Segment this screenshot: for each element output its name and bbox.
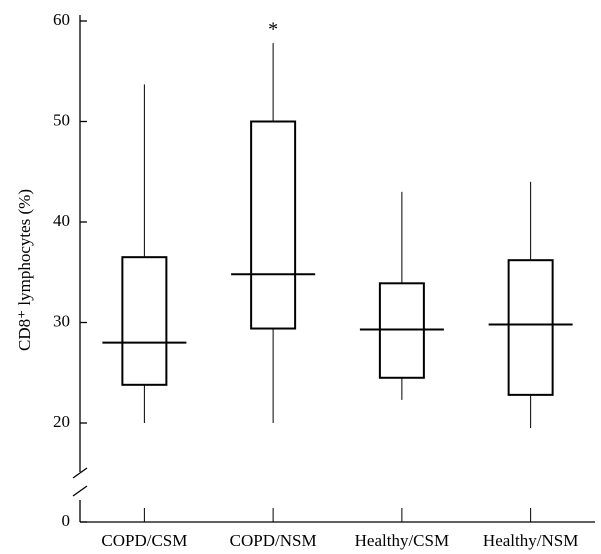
y-tick-label: 20 bbox=[53, 412, 70, 431]
x-tick-label: Healthy/NSM bbox=[483, 531, 578, 550]
box bbox=[378, 282, 425, 379]
box bbox=[507, 259, 554, 396]
y-tick-label: 50 bbox=[53, 110, 70, 129]
x-tick-label: Healthy/CSM bbox=[355, 531, 449, 550]
x-tick-label: COPD/NSM bbox=[230, 531, 317, 550]
y-axis-label: CD8⁺ lymphocytes (%) bbox=[15, 189, 34, 351]
annotation: * bbox=[268, 19, 278, 41]
y-tick-label: 60 bbox=[53, 10, 70, 29]
x-tick-label: COPD/CSM bbox=[101, 531, 187, 550]
axis-break bbox=[72, 467, 88, 479]
y-tick-label: 0 bbox=[62, 511, 71, 530]
y-tick-label: 40 bbox=[53, 211, 70, 230]
y-tick-label: 30 bbox=[53, 311, 70, 330]
box bbox=[121, 256, 168, 386]
box bbox=[250, 120, 297, 330]
axis-break bbox=[72, 485, 88, 497]
